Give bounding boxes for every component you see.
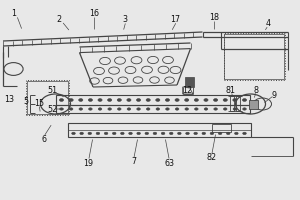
Circle shape bbox=[79, 108, 83, 110]
Circle shape bbox=[145, 132, 148, 135]
Bar bbox=[26, 80, 69, 115]
Text: 13: 13 bbox=[4, 96, 14, 104]
Circle shape bbox=[127, 108, 131, 110]
Text: 81: 81 bbox=[226, 86, 236, 95]
Circle shape bbox=[224, 108, 227, 110]
Circle shape bbox=[108, 108, 112, 110]
Circle shape bbox=[146, 108, 150, 110]
Text: 2: 2 bbox=[56, 16, 61, 24]
Text: 52: 52 bbox=[47, 104, 58, 114]
Circle shape bbox=[202, 132, 206, 135]
Circle shape bbox=[118, 108, 121, 110]
Text: 9: 9 bbox=[272, 90, 277, 99]
Text: 63: 63 bbox=[164, 158, 175, 168]
Bar bbox=[230, 96, 234, 111]
Circle shape bbox=[223, 99, 227, 101]
Circle shape bbox=[80, 132, 83, 135]
Circle shape bbox=[233, 108, 237, 110]
Text: 6: 6 bbox=[41, 134, 46, 144]
Circle shape bbox=[175, 108, 179, 110]
Circle shape bbox=[169, 132, 173, 135]
Bar bbox=[224, 34, 284, 79]
Circle shape bbox=[243, 108, 246, 110]
Bar bbox=[56, 105, 250, 113]
Circle shape bbox=[146, 99, 150, 101]
Circle shape bbox=[137, 132, 140, 135]
Circle shape bbox=[60, 108, 63, 110]
Text: 5: 5 bbox=[23, 97, 28, 106]
Circle shape bbox=[136, 99, 141, 101]
Circle shape bbox=[186, 132, 189, 135]
Text: 15: 15 bbox=[34, 99, 44, 108]
Circle shape bbox=[161, 132, 165, 135]
Text: 18: 18 bbox=[209, 14, 220, 22]
Circle shape bbox=[72, 132, 75, 135]
Circle shape bbox=[178, 132, 181, 135]
Circle shape bbox=[79, 99, 83, 101]
Circle shape bbox=[175, 99, 179, 101]
Circle shape bbox=[166, 108, 169, 110]
Circle shape bbox=[88, 108, 92, 110]
Circle shape bbox=[69, 99, 73, 101]
Circle shape bbox=[112, 132, 116, 135]
Circle shape bbox=[243, 132, 246, 135]
Text: 16: 16 bbox=[89, 9, 100, 19]
Circle shape bbox=[88, 132, 92, 135]
Circle shape bbox=[194, 132, 197, 135]
Circle shape bbox=[98, 99, 102, 101]
Circle shape bbox=[137, 108, 140, 110]
Text: 8: 8 bbox=[254, 86, 259, 95]
Circle shape bbox=[117, 99, 122, 101]
Circle shape bbox=[104, 132, 108, 135]
Circle shape bbox=[156, 108, 160, 110]
Circle shape bbox=[69, 108, 73, 110]
Circle shape bbox=[218, 132, 222, 135]
Bar bbox=[27, 81, 68, 114]
Circle shape bbox=[214, 108, 217, 110]
Circle shape bbox=[235, 132, 238, 135]
Circle shape bbox=[108, 99, 112, 101]
Text: 1: 1 bbox=[11, 9, 16, 19]
Bar bbox=[68, 123, 250, 137]
Bar bbox=[224, 33, 285, 80]
Text: 51: 51 bbox=[47, 86, 58, 95]
Circle shape bbox=[210, 132, 214, 135]
Circle shape bbox=[242, 99, 247, 101]
Text: 7: 7 bbox=[131, 156, 136, 166]
Circle shape bbox=[226, 132, 230, 135]
Circle shape bbox=[127, 99, 131, 101]
Text: 82: 82 bbox=[206, 152, 217, 162]
Circle shape bbox=[153, 132, 157, 135]
Text: 12: 12 bbox=[182, 86, 193, 95]
Circle shape bbox=[121, 132, 124, 135]
Circle shape bbox=[194, 99, 198, 101]
Circle shape bbox=[156, 99, 160, 101]
Circle shape bbox=[233, 99, 237, 101]
Circle shape bbox=[214, 99, 218, 101]
Circle shape bbox=[184, 99, 189, 101]
Circle shape bbox=[129, 132, 132, 135]
Circle shape bbox=[204, 99, 208, 101]
Text: 17: 17 bbox=[170, 16, 181, 24]
Bar bbox=[185, 77, 194, 87]
Circle shape bbox=[88, 99, 92, 101]
Circle shape bbox=[194, 108, 198, 110]
Bar bbox=[212, 124, 231, 132]
Bar bbox=[236, 96, 240, 111]
Bar bbox=[249, 100, 258, 109]
Circle shape bbox=[59, 99, 64, 101]
Circle shape bbox=[165, 99, 169, 101]
Circle shape bbox=[98, 108, 102, 110]
Circle shape bbox=[185, 108, 188, 110]
Text: 3: 3 bbox=[122, 16, 127, 24]
Bar bbox=[56, 95, 250, 105]
Text: 19: 19 bbox=[83, 158, 94, 168]
Circle shape bbox=[96, 132, 100, 135]
Text: 4: 4 bbox=[266, 20, 271, 28]
Circle shape bbox=[204, 108, 208, 110]
